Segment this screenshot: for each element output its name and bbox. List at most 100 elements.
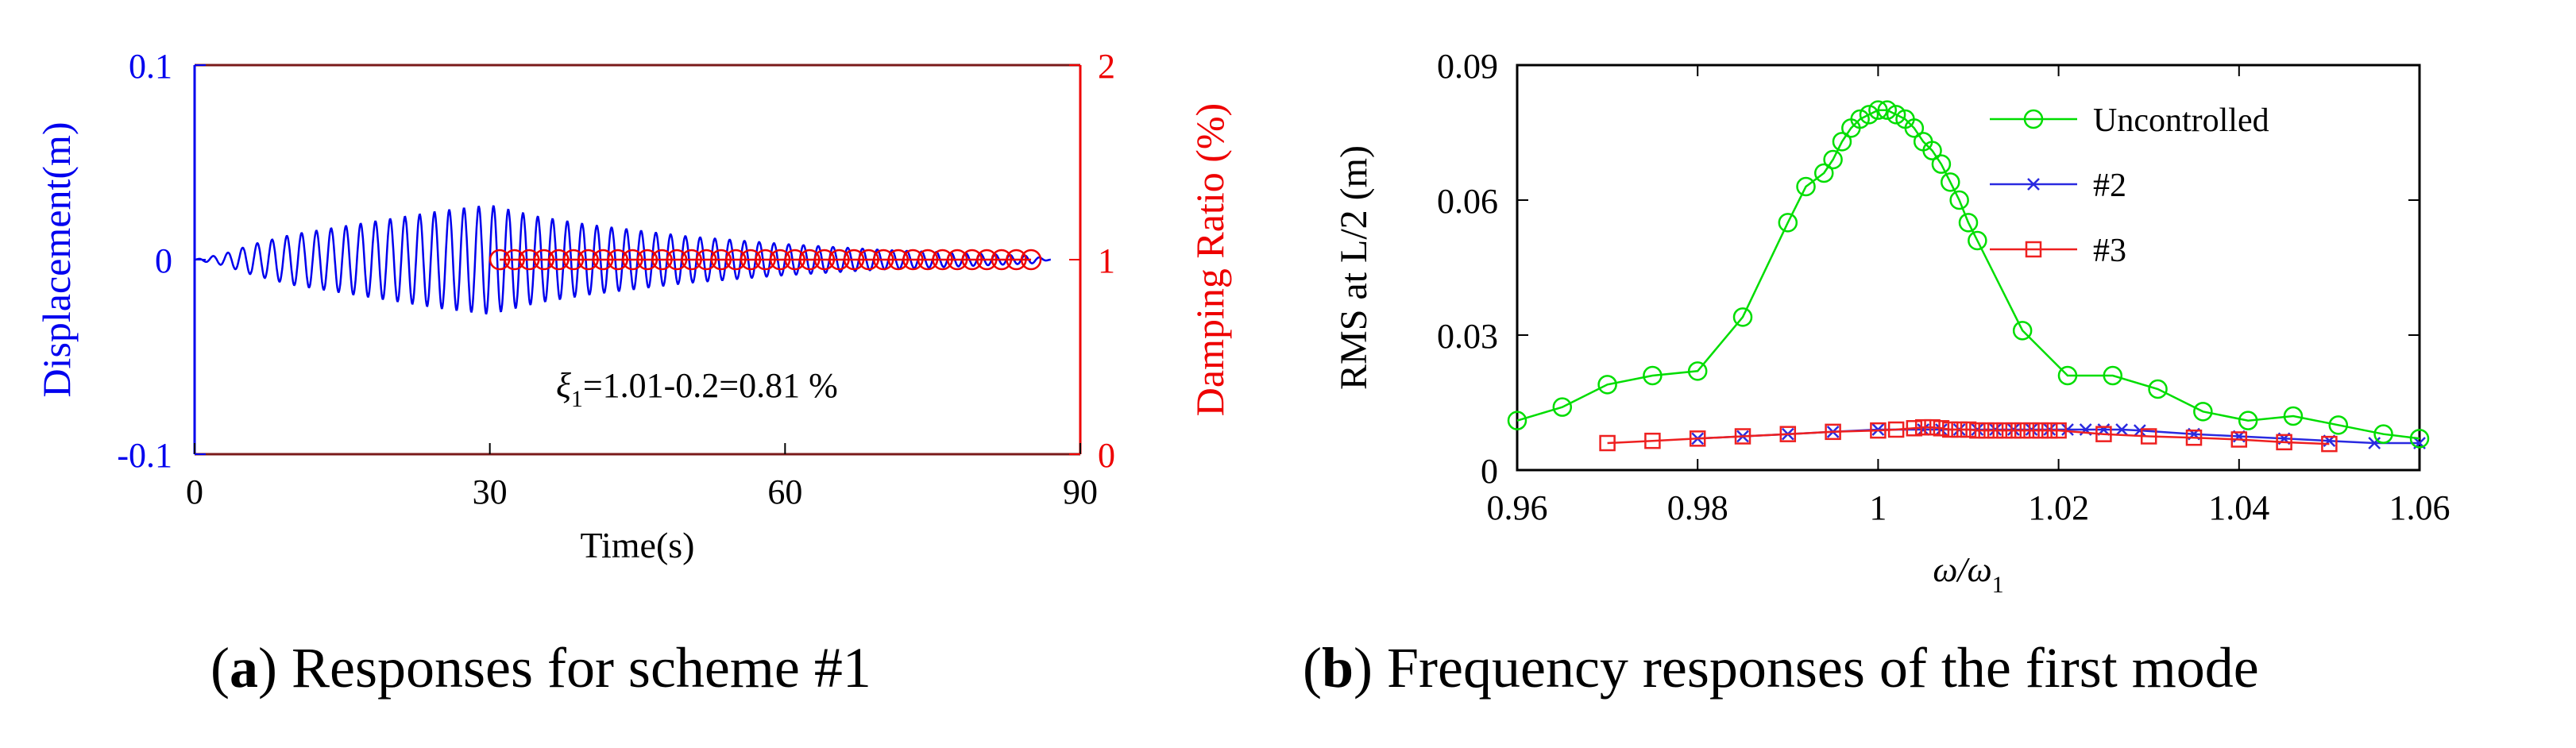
- damping-point: [681, 249, 702, 271]
- scheme-3-point: [2185, 429, 2203, 446]
- uncontrolled-point: [1968, 230, 1987, 251]
- y-left-tick-label: -0.1: [117, 436, 172, 475]
- scheme-3-point: [2230, 431, 2248, 448]
- scheme-3-point: [1933, 420, 1950, 437]
- uncontrolled-point: [1941, 172, 1960, 192]
- damping-point: [932, 249, 953, 271]
- damping-point: [917, 249, 939, 271]
- uncontrolled-point: [1949, 190, 1969, 210]
- damping-point: [843, 249, 865, 271]
- damping-point: [562, 249, 585, 271]
- uncontrolled-point: [1886, 105, 1906, 125]
- x-tick-label: 60: [767, 472, 802, 511]
- x-tick-label: 0: [186, 472, 203, 511]
- scheme-3-point: [2140, 428, 2157, 445]
- scheme-2-point: [1917, 423, 1930, 436]
- uncontrolled-point: [2012, 321, 2033, 341]
- y-right-tick-label: 1: [1098, 241, 1115, 280]
- damping-point: [887, 249, 910, 271]
- uncontrolled-point: [1507, 411, 1527, 430]
- damping-point: [695, 249, 717, 271]
- uncontrolled-point: [1931, 154, 1952, 174]
- uncontrolled-point: [2328, 415, 2349, 435]
- scheme-3-point: [2050, 422, 2067, 439]
- damping-point: [1020, 249, 1042, 271]
- damping-point: [799, 249, 821, 271]
- scheme-3-point: [1825, 423, 1841, 441]
- uncontrolled-point: [1732, 307, 1753, 327]
- uncontrolled-point: [1796, 176, 1816, 197]
- uncontrolled-point: [1687, 361, 1708, 381]
- caption-b-text: Frequency responses of the first mode: [1387, 636, 2259, 700]
- y-tick-label: 0: [1481, 452, 1498, 491]
- x-axis-label: ω/ω1: [1933, 550, 2003, 598]
- x-tick-label: 1.02: [2028, 488, 2089, 527]
- uncontrolled-point: [1643, 365, 1663, 386]
- damping-point: [548, 249, 570, 271]
- damping-point: [710, 249, 732, 271]
- damping-point: [666, 249, 688, 271]
- damping-point: [725, 249, 747, 271]
- damping-point: [784, 249, 805, 271]
- scheme-3-point: [1734, 428, 1751, 445]
- uncontrolled-point: [2373, 424, 2393, 444]
- scheme-3-point: [1599, 434, 1616, 452]
- series-scheme-3-line: [1607, 426, 2330, 445]
- scheme-3-point: [2276, 434, 2292, 451]
- damping-point: [533, 249, 555, 271]
- y-tick-label: 0.06: [1437, 182, 1498, 221]
- y-left-axis-label: Displacement(m): [34, 121, 79, 397]
- uncontrolled-point: [2409, 429, 2430, 449]
- caption-b-letter: b: [1321, 636, 1354, 700]
- x-tick-label: 0.98: [1667, 488, 1728, 527]
- uncontrolled-point: [1850, 109, 1870, 129]
- scheme-2-point: [2115, 423, 2129, 436]
- scheme-3-point: [1924, 418, 1941, 436]
- damping-point: [769, 249, 791, 271]
- damping-point: [607, 249, 628, 271]
- damping-point: [504, 249, 525, 271]
- chart-a: ξ1=1.01-0.2=0.81 % 0 30 60 90 -0.1 0 0.1 0 1 2 Tim…: [34, 47, 1232, 565]
- scheme-3-point: [1960, 421, 1977, 438]
- scheme-3-point: [1996, 422, 2013, 439]
- damping-point: [577, 249, 599, 271]
- uncontrolled-point: [1813, 163, 1834, 183]
- series-uncontrolled-line: [1516, 109, 2420, 440]
- damping-point: [592, 249, 614, 271]
- y-tick-label: 0.03: [1437, 317, 1498, 356]
- scheme-3-point: [2023, 422, 2040, 439]
- damping-point: [828, 249, 850, 271]
- uncontrolled-point: [1904, 118, 1925, 138]
- damping-point: [518, 249, 540, 271]
- uncontrolled-point: [1868, 100, 1888, 120]
- caption-a: (a) Responses for scheme #1: [210, 636, 871, 700]
- uncontrolled-point: [1922, 141, 1942, 160]
- uncontrolled-point: [1552, 397, 1573, 417]
- damping-point: [622, 249, 643, 271]
- uncontrolled-point: [2057, 365, 2078, 386]
- damping-point: [976, 249, 998, 271]
- damping-point: [651, 249, 673, 271]
- uncontrolled-point: [1958, 213, 1979, 233]
- caption-a-text: Responses for scheme #1: [291, 636, 871, 700]
- scheme-3-point: [1906, 420, 1923, 437]
- legend-label-scheme-3: #3: [2093, 233, 2126, 269]
- damping-point: [946, 249, 968, 271]
- caption-a-letter: a: [229, 636, 258, 700]
- y-left-tick-label: 0: [155, 241, 172, 280]
- y-right-tick-label: 2: [1098, 47, 1115, 86]
- legend-marker-uncontrolled: [2023, 109, 2044, 129]
- annotation-damping: ξ1=1.01-0.2=0.81 %: [556, 366, 838, 412]
- damping-point: [961, 249, 983, 271]
- scheme-3-point: [2041, 422, 2058, 439]
- scheme-3-point: [1644, 432, 1661, 449]
- plot-frame: [1516, 64, 2421, 472]
- x-tick-label: 1: [1869, 488, 1887, 527]
- scheme-3-point: [2005, 422, 2022, 439]
- x-tick-label: 1.06: [2389, 488, 2450, 527]
- scheme-3-point: [1978, 422, 1995, 439]
- x-tick-label: 1.04: [2208, 488, 2269, 527]
- scheme-2-point: [1935, 423, 1948, 436]
- legend-label-uncontrolled: Uncontrolled: [2093, 102, 2269, 139]
